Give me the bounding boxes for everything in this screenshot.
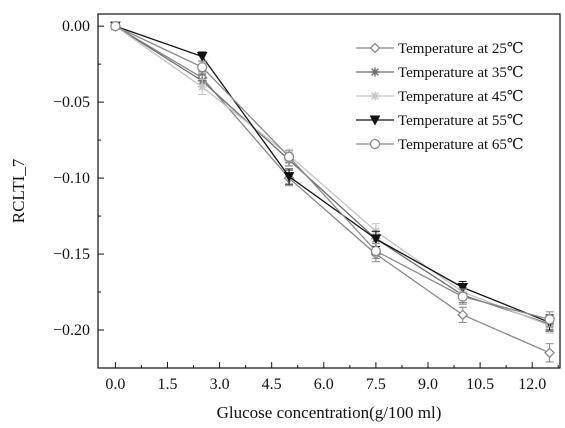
legend-label: Temperature at 45℃ xyxy=(398,89,524,105)
series-line xyxy=(115,25,550,321)
data-point xyxy=(196,52,208,63)
legend-marker xyxy=(369,138,381,150)
x-tick-label: 1.5 xyxy=(157,376,177,393)
series-layer xyxy=(109,20,555,363)
data-point xyxy=(370,234,382,245)
x-tick-label: 0.0 xyxy=(105,376,125,393)
legend-label: Temperature at 35℃ xyxy=(398,65,524,81)
series-line xyxy=(114,25,550,327)
x-tick-label: 6.0 xyxy=(314,376,334,393)
legend-marker xyxy=(370,67,380,77)
data-point xyxy=(370,245,382,257)
legend-marker xyxy=(369,42,381,54)
y-tick-label: −0.05 xyxy=(53,94,90,111)
legend-marker xyxy=(369,115,381,126)
x-tick-label: 4.5 xyxy=(262,376,282,393)
x-tick-label: 7.5 xyxy=(366,376,386,393)
legend-label: Temperature at 25℃ xyxy=(398,41,524,57)
legend-item: Temperature at 35℃ xyxy=(356,65,524,81)
x-tick-label: 12.0 xyxy=(518,376,546,393)
plot-frame xyxy=(97,13,561,369)
data-point xyxy=(457,282,469,294)
data-point xyxy=(544,314,555,325)
legend-label: Temperature at 55℃ xyxy=(398,113,524,129)
series-5 xyxy=(110,21,555,328)
data-point xyxy=(283,172,295,183)
data-point xyxy=(110,21,121,32)
y-tick-label: −0.10 xyxy=(53,170,90,187)
legend-label: Temperature at 65℃ xyxy=(398,137,524,153)
legend-item: Temperature at 55℃ xyxy=(356,113,524,129)
x-tick-label: 9.0 xyxy=(418,376,438,393)
y-tick-label: −0.15 xyxy=(53,246,90,263)
legend-item: Temperature at 65℃ xyxy=(356,137,524,153)
y-tick-label: −0.20 xyxy=(53,322,90,339)
data-point xyxy=(283,151,295,162)
x-axis-title: Glucose concentration(g/100 ml) xyxy=(217,403,442,422)
data-point xyxy=(457,291,468,302)
legend-item: Temperature at 45℃ xyxy=(356,89,524,105)
data-point xyxy=(197,62,208,73)
data-point xyxy=(457,309,469,321)
x-tick-label: 3.0 xyxy=(210,376,230,393)
series-line xyxy=(115,25,550,354)
x-tick-label: 10.5 xyxy=(466,376,494,393)
ticks-layer: 0.0 1.5 3.0 4.5 6.0 7.5 9.0 10.5 12.0 0.00 −0.05 −0… xyxy=(53,18,559,393)
series-line xyxy=(115,25,550,324)
y-tick-label: 0.00 xyxy=(62,18,90,35)
legend-item: Temperature at 25℃ xyxy=(356,41,524,57)
data-point xyxy=(544,347,555,359)
legend: Temperature at 25℃ Temperature at 35℃ Temp… xyxy=(352,34,552,158)
data-point xyxy=(197,82,207,92)
legend-marker xyxy=(370,91,380,101)
y-axis-title: RCLTI_7 xyxy=(9,158,28,223)
